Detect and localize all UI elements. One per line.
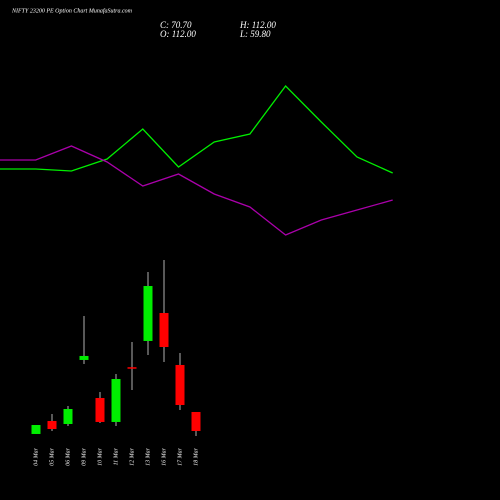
x-tick-label: 16 Mar [161,447,167,465]
x-tick-label: 06 Mar [65,447,71,465]
indicator-line [0,85,393,174]
candle-body [175,364,185,405]
open-label: O: 112.00 [160,29,196,39]
x-tick-label: 17 Mar [177,447,183,465]
candle-body [95,398,105,422]
candle-body [159,313,169,348]
candle-body [111,379,121,422]
close-label: C: 70.70 [160,20,192,30]
x-tick-label: 05 Mar [49,447,55,465]
candle-body [143,286,153,341]
candle-body [47,421,57,430]
x-tick-label: 11 Mar [113,447,119,465]
candle-body [79,355,89,360]
low-label: L: 59.80 [239,29,271,39]
x-tick-label: 09 Mar [81,447,87,465]
candle-body [31,425,41,434]
x-tick-label: 10 Mar [97,447,103,465]
candle-body [127,367,137,369]
high-label: H: 112.00 [239,20,276,30]
x-tick-label: 13 Mar [145,447,151,465]
x-tick-label: 04 Mar [32,447,39,465]
candle-body [63,409,73,424]
chart-title: NIFTY 23200 PE Option Chart MunafaSutra.… [11,7,133,14]
x-tick-label: 18 Mar [193,447,199,465]
indicator-line [0,145,393,236]
x-tick-label: 12 Mar [129,447,135,465]
candle-body [191,411,201,431]
